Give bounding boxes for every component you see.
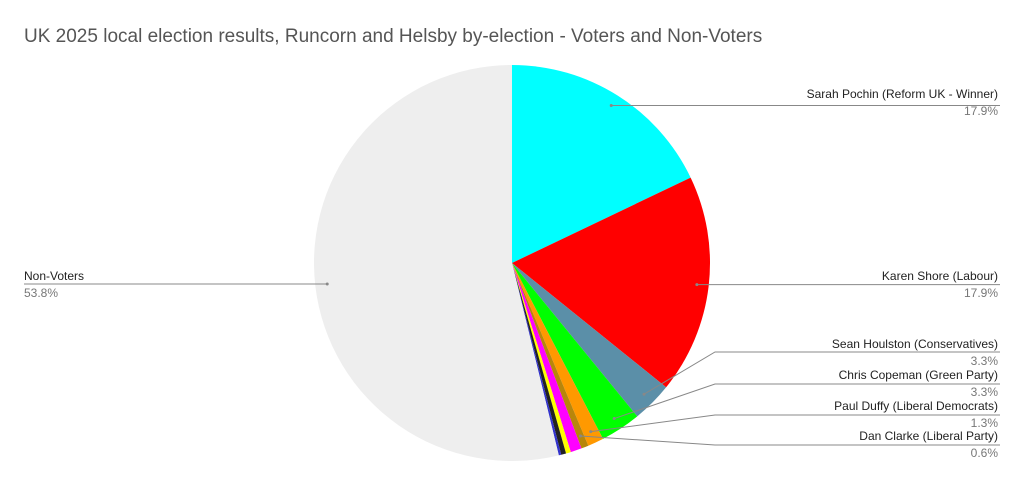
leader-dot: [695, 283, 699, 287]
leader-dot: [325, 282, 329, 286]
pie-slice: [512, 263, 667, 417]
pie-slice: [512, 263, 603, 446]
pie-slice: [314, 65, 559, 461]
chart-title: UK 2025 local election results, Runcorn …: [24, 26, 762, 47]
slice-label: Dan Clarke (Liberal Party): [859, 429, 998, 443]
pie-slice: [512, 177, 710, 388]
pie-slice: [512, 263, 571, 454]
slice-value-label: 0.6%: [971, 446, 999, 460]
leader-line: [590, 414, 1000, 433]
slice-label: Non-Voters: [24, 269, 84, 283]
slice-label: Karen Shore (Labour): [882, 269, 998, 283]
leader-dot: [642, 392, 646, 396]
slice-value-label: 53.8%: [24, 286, 58, 300]
leader-dot: [609, 104, 613, 108]
slice-value-label: 17.9%: [964, 104, 998, 118]
pie-slice: [512, 263, 562, 456]
pie-slice: [512, 263, 589, 449]
leader-dot: [612, 417, 616, 421]
pie-slice: [512, 65, 691, 263]
leader-line: [614, 383, 1000, 420]
pie-slice: [512, 263, 582, 453]
slice-value-label: 3.3%: [971, 354, 999, 368]
leader-line: [580, 435, 1000, 446]
slice-label: Sarah Pochin (Reform UK - Winner): [807, 87, 998, 101]
leader-line: [643, 351, 1000, 395]
leader-dot: [579, 434, 583, 438]
slice-value-label: 3.3%: [971, 385, 999, 399]
slice-label: Chris Copeman (Green Party): [839, 368, 998, 382]
pie-slice: [512, 263, 638, 439]
slice-value-label: 17.9%: [964, 286, 998, 300]
slice-value-label: 1.3%: [971, 416, 999, 430]
slice-label: Sean Houlston (Conservatives): [832, 337, 998, 351]
pie-slice: [512, 263, 567, 455]
slice-label: Paul Duffy (Liberal Democrats): [834, 399, 998, 413]
leader-dot: [589, 430, 593, 434]
